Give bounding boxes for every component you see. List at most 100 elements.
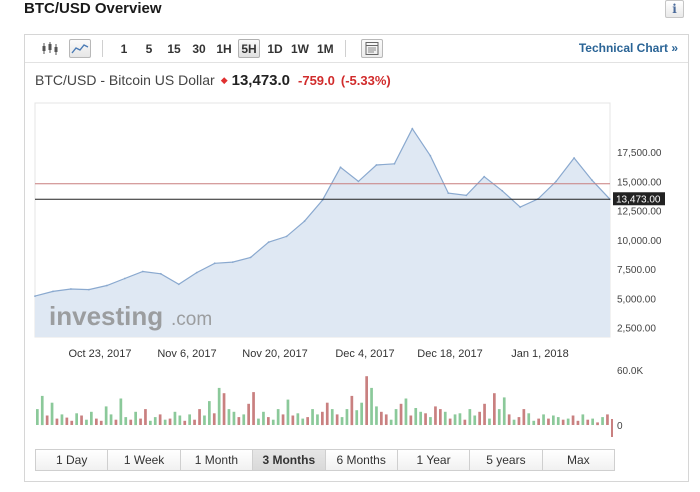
volume-bar <box>247 403 250 425</box>
range-1-year[interactable]: 1 Year <box>397 450 471 470</box>
volume-bar <box>291 415 295 425</box>
x-tick-label: Oct 23, 2017 <box>69 348 132 360</box>
chart-settings-icon[interactable] <box>361 39 383 58</box>
volume-bar <box>60 414 64 425</box>
volume-bar <box>149 420 152 425</box>
instrument-name: BTC/USD - Bitcoin US Dollar <box>35 72 215 88</box>
volume-bar <box>90 411 93 426</box>
volume-zero-label: 0 <box>617 421 623 432</box>
range-1-month[interactable]: 1 Month <box>180 450 254 470</box>
volume-bar <box>606 414 609 425</box>
volume-bar <box>330 409 334 425</box>
volume-bar <box>380 411 383 426</box>
y-tick-label: 15,000.00 <box>617 177 662 188</box>
info-icon[interactable]: i <box>665 0 684 18</box>
volume-bar <box>193 419 196 425</box>
y-tick-label: 10,000.00 <box>617 236 662 247</box>
volume-bar <box>271 419 275 425</box>
volume-bar <box>144 409 147 425</box>
volume-bar <box>203 415 206 425</box>
range-max[interactable]: Max <box>542 450 614 470</box>
line-chart-icon[interactable] <box>69 39 91 58</box>
data-point <box>52 290 54 293</box>
candlestick-icon[interactable] <box>39 39 61 58</box>
price-change-percent: (-5.33%) <box>340 73 391 88</box>
volume-bar <box>286 399 290 425</box>
volume-bar <box>399 403 403 425</box>
interval-15[interactable]: 15 <box>167 42 181 56</box>
volume-bar <box>80 415 83 425</box>
volume-bar <box>419 411 422 426</box>
volume-bar <box>65 417 69 425</box>
volume-bar <box>276 409 280 425</box>
volume-bar <box>576 420 580 425</box>
data-point <box>141 270 144 273</box>
volume-bar <box>119 398 123 425</box>
volume-bar <box>532 420 536 425</box>
volume-bar <box>129 419 133 425</box>
volume-bar <box>75 413 78 425</box>
volume-bar <box>581 414 585 425</box>
volume-bar <box>217 387 221 425</box>
volume-bar <box>566 418 570 425</box>
interval-1m[interactable]: 1M <box>317 42 334 56</box>
data-point <box>106 284 108 287</box>
x-tick-label: Jan 1, 2018 <box>511 348 569 360</box>
volume-bar <box>345 409 349 425</box>
range-3-months[interactable]: 3 Months <box>253 450 326 470</box>
data-point <box>267 241 270 244</box>
volume-bar <box>424 413 427 425</box>
volume-bar <box>198 409 201 425</box>
chart-widget: 1 5 15 30 1H 5H 1D 1W 1M Technical Chart… <box>24 34 689 482</box>
interval-1[interactable]: 1 <box>120 42 128 56</box>
volume-bar <box>173 411 177 426</box>
volume-bar <box>458 413 462 425</box>
volume-bar <box>483 403 486 425</box>
volume-bar <box>335 414 339 425</box>
volume-bar <box>537 418 540 425</box>
volume-bar <box>350 395 354 426</box>
volume-bar <box>404 398 408 425</box>
volume-bar <box>512 419 516 425</box>
volume-bar <box>252 392 255 425</box>
investing-watermark-suffix: .com <box>171 309 212 330</box>
x-tick-label: Nov 6, 2017 <box>157 348 216 360</box>
range-1-day[interactable]: 1 Day <box>36 450 109 470</box>
technical-chart-link[interactable]: Technical Chart » <box>578 41 678 55</box>
volume-bar <box>232 411 236 426</box>
data-point <box>591 179 593 182</box>
volume-bar <box>473 415 477 425</box>
volume-bar <box>596 422 599 426</box>
volume-bar <box>443 411 447 426</box>
volume-bar <box>267 417 270 425</box>
volume-bar <box>552 415 555 425</box>
volume-bar <box>468 409 472 425</box>
volume-bar <box>40 395 44 426</box>
data-point <box>303 220 306 223</box>
interval-30[interactable]: 30 <box>192 42 206 56</box>
volume-bar <box>168 418 172 425</box>
volume-bar <box>188 414 191 425</box>
volume-bar <box>316 414 319 425</box>
data-point <box>177 283 180 286</box>
price-chart[interactable]: 2,500.00 5,000.00 7,500.00 10,000.00 12,500.… <box>25 35 688 481</box>
range-5-years[interactable]: 5 years <box>470 450 543 470</box>
volume-bar <box>542 414 545 425</box>
interval-5[interactable]: 5 <box>145 42 153 56</box>
x-tick-label: Dec 4, 2017 <box>335 348 394 360</box>
interval-5h[interactable]: 5H <box>238 39 260 58</box>
interval-1w[interactable]: 1W <box>291 42 309 56</box>
volume-bar <box>439 409 442 425</box>
data-point <box>249 256 252 259</box>
volume-bar <box>591 418 594 425</box>
range-6-months[interactable]: 6 Months <box>325 450 398 470</box>
volume-bar <box>306 417 309 425</box>
interval-1h[interactable]: 1H <box>216 42 232 56</box>
investing-watermark: investing <box>49 301 163 331</box>
volume-bar <box>429 417 432 425</box>
range-1-week[interactable]: 1 Week <box>108 450 181 470</box>
data-point <box>357 180 360 183</box>
data-point <box>483 175 486 178</box>
volume-bar <box>448 418 452 425</box>
interval-1d[interactable]: 1D <box>267 42 283 56</box>
